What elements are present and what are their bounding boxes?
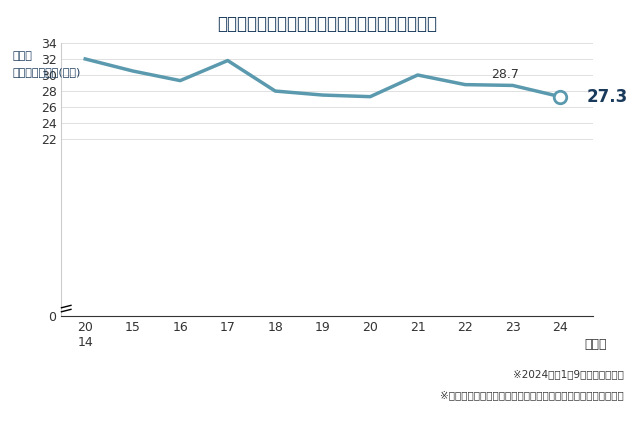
Text: 月間の: 月間の [13, 51, 33, 61]
Text: ※厚生労働省「毎日勤労統計調査」より帝国データバンクが作成: ※厚生労働省「毎日勤労統計調査」より帝国データバンクが作成 [440, 390, 624, 400]
Text: ※2024年は1～9月の平均で算出: ※2024年は1～9月の平均で算出 [513, 369, 624, 379]
Text: 所定外労働時間(平均): 所定外労働時間(平均) [13, 67, 81, 77]
Text: 28.7: 28.7 [492, 69, 520, 81]
Text: （年）: （年） [584, 338, 606, 351]
Title: 月間の所定外労働時間の推移（道路貨物運送業）: 月間の所定外労働時間の推移（道路貨物運送業） [217, 15, 437, 33]
Text: 27.3: 27.3 [586, 88, 628, 106]
